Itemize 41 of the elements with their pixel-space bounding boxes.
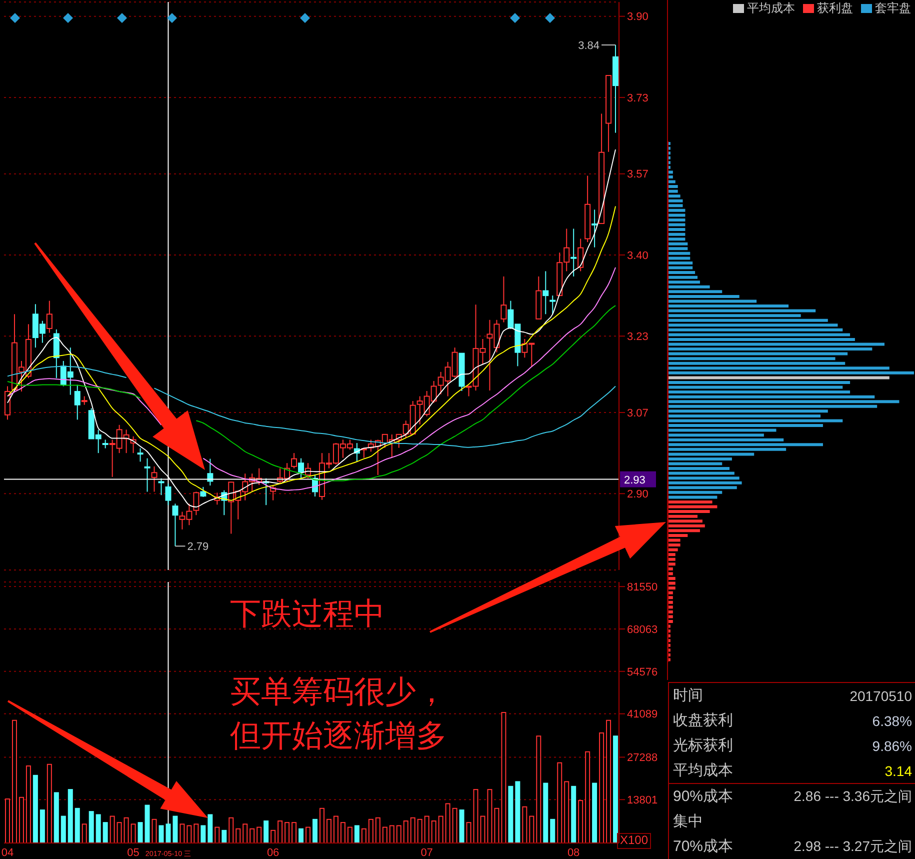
legend-label: 获利盘 <box>817 0 853 17</box>
annotation: 买单筹码很少， <box>230 674 447 710</box>
text: 2.86 --- 3.36元之间 <box>794 788 912 804</box>
y-tick-label: 27288 <box>627 752 658 764</box>
x-tick-label: 07 <box>420 847 433 859</box>
legend-label: 套牢盘 <box>875 0 911 17</box>
text: 2.98 --- 3.27元之间 <box>794 838 912 854</box>
ref-line-label: 2.93 <box>624 474 646 486</box>
legend-label: 平均成本 <box>747 0 795 17</box>
x-tick-label: 05 <box>127 847 140 859</box>
category-label: 时间 <box>673 686 703 705</box>
category-label: 70%成本 <box>673 837 734 856</box>
category-label: 集中 <box>673 812 703 831</box>
y-tick-label: 3.90 <box>627 11 648 24</box>
x-tick-label: 04 <box>1 847 14 859</box>
category-label: 90%成本 <box>673 787 734 806</box>
y-tick-label: 2.90 <box>627 488 648 501</box>
y-tick-label: 3.23 <box>627 331 648 344</box>
x-tick-label: 06 <box>266 847 280 859</box>
x-tick-label: 08 <box>567 847 580 859</box>
annotation: 但开始逐渐增多 <box>230 718 447 754</box>
y-tick-label: 41089 <box>627 708 658 721</box>
y-tick-label: 3.57 <box>627 168 648 181</box>
category-label: 平均成本 <box>673 761 733 780</box>
text: 9.86% <box>872 738 912 754</box>
annotation: 2.79 <box>187 541 209 554</box>
y-tick-label: 68063 <box>627 624 658 636</box>
y-tick-label: 13801 <box>627 794 658 807</box>
annotation: 下跌过程中 <box>230 596 385 632</box>
annotation: 3.84 <box>578 40 600 52</box>
y-tick-label: 3.73 <box>627 92 648 104</box>
category-label: 光标获利 <box>673 736 733 755</box>
text: X100 <box>617 833 652 849</box>
y-tick-label: 3.07 <box>627 407 648 420</box>
y-tick-label: 54576 <box>627 666 658 678</box>
text: 20170510 <box>850 688 912 704</box>
y-tick-label: 81550 <box>627 581 658 594</box>
category-label: 收盘获利 <box>673 711 733 730</box>
text: 3.14 <box>884 762 912 778</box>
y-tick-label: 3.40 <box>627 250 648 262</box>
text: 6.38% <box>872 712 912 728</box>
